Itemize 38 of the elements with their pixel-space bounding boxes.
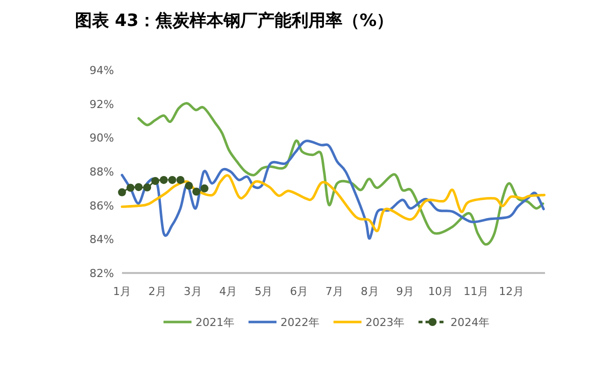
x-tick-label: 12月 bbox=[498, 285, 524, 298]
x-tick-label: 11月 bbox=[463, 285, 488, 298]
legend-label: 2022年 bbox=[280, 316, 320, 329]
y-tick-label: 82% bbox=[90, 267, 114, 280]
point bbox=[168, 176, 176, 184]
line-series bbox=[120, 174, 546, 232]
point bbox=[160, 176, 168, 184]
y-tick-label: 90% bbox=[90, 132, 114, 145]
legend-label: 2021年 bbox=[196, 316, 234, 329]
point bbox=[200, 184, 208, 192]
legend-label: 2023年 bbox=[366, 316, 404, 329]
y-tick-label: 94% bbox=[90, 64, 114, 77]
point bbox=[118, 188, 126, 196]
y-tick-label: 86% bbox=[90, 199, 114, 212]
point bbox=[176, 176, 184, 184]
x-tick-label: 8月 bbox=[360, 285, 379, 298]
x-tick-label: 9月 bbox=[396, 285, 414, 298]
y-tick-label: 92% bbox=[90, 98, 114, 111]
x-tick-label: 10月 bbox=[428, 285, 454, 298]
line-series bbox=[120, 140, 545, 240]
x-tick-label: 1月 bbox=[113, 285, 131, 298]
line-series bbox=[137, 102, 544, 246]
x-tick-label: 3月 bbox=[184, 285, 202, 298]
x-tick-label: 2月 bbox=[148, 285, 166, 298]
y-tick-label: 88% bbox=[90, 166, 114, 178]
point bbox=[151, 176, 160, 185]
x-tick-label: 6月 bbox=[290, 285, 308, 298]
x-tick-label: 5月 bbox=[254, 285, 273, 298]
x-tick-label: 4月 bbox=[219, 285, 238, 298]
x-tick-label: 7月 bbox=[325, 285, 344, 298]
point bbox=[192, 188, 200, 196]
point bbox=[126, 184, 134, 192]
y-tick-label: 84% bbox=[90, 233, 114, 246]
point bbox=[143, 183, 152, 192]
chart-title: 图表 43：焦炭样本钢厂产能利用率（%） bbox=[75, 11, 394, 31]
point bbox=[134, 183, 143, 192]
point bbox=[184, 182, 193, 190]
legend-label: 2024年 bbox=[450, 316, 490, 329]
